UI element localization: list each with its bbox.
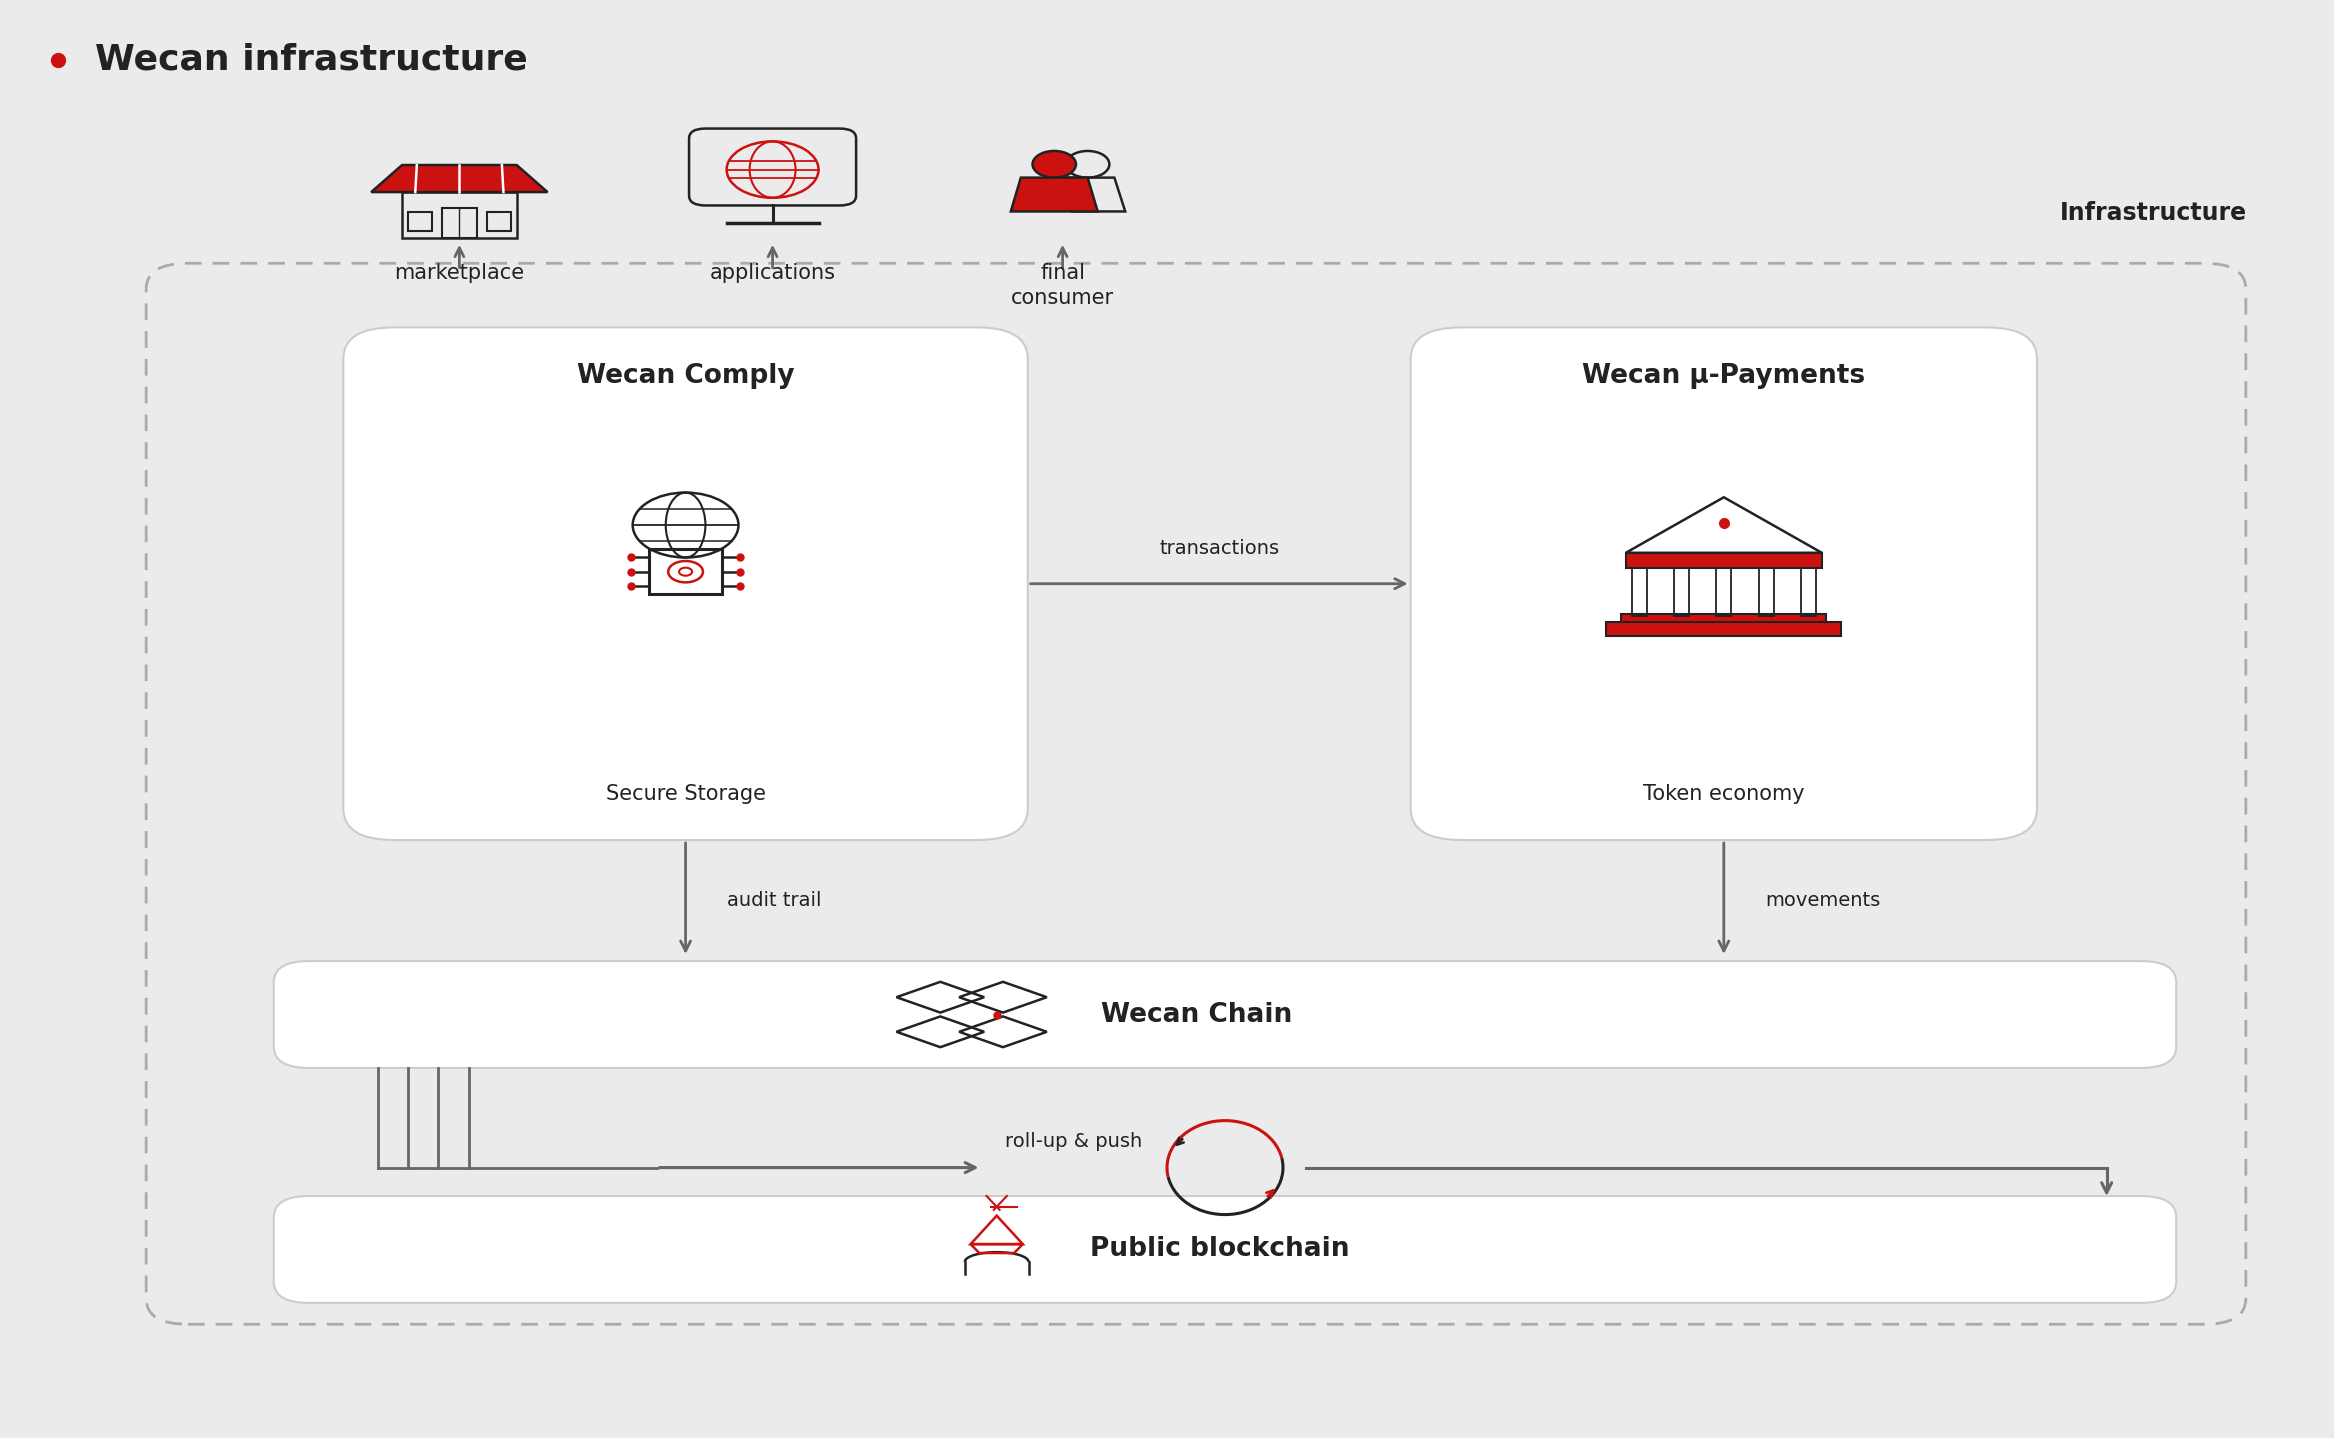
Circle shape — [1032, 151, 1076, 178]
FancyBboxPatch shape — [273, 1196, 2175, 1303]
Text: Public blockchain: Public blockchain — [1090, 1237, 1349, 1263]
Text: final
consumer: final consumer — [1011, 263, 1113, 308]
Text: transactions: transactions — [1160, 539, 1279, 558]
Text: applications: applications — [710, 263, 836, 283]
Polygon shape — [371, 165, 548, 193]
Text: movements: movements — [1765, 892, 1881, 910]
Text: audit trail: audit trail — [728, 892, 822, 910]
FancyBboxPatch shape — [1627, 552, 1823, 568]
FancyBboxPatch shape — [273, 961, 2175, 1068]
Text: Wecan Chain: Wecan Chain — [1102, 1001, 1293, 1028]
Text: Wecan Comply: Wecan Comply — [576, 362, 794, 388]
Polygon shape — [1011, 178, 1097, 211]
Text: Token economy: Token economy — [1643, 785, 1804, 804]
Text: Wecan infrastructure: Wecan infrastructure — [96, 43, 527, 76]
Text: Secure Storage: Secure Storage — [605, 785, 766, 804]
Text: Infrastructure: Infrastructure — [2059, 201, 2248, 226]
Text: roll-up & push: roll-up & push — [1004, 1132, 1141, 1150]
FancyBboxPatch shape — [1606, 623, 1842, 636]
FancyBboxPatch shape — [343, 328, 1027, 840]
FancyBboxPatch shape — [1622, 614, 1828, 623]
FancyBboxPatch shape — [1410, 328, 2038, 840]
Text: marketplace: marketplace — [394, 263, 525, 283]
Text: Wecan µ-Payments: Wecan µ-Payments — [1582, 362, 1865, 388]
